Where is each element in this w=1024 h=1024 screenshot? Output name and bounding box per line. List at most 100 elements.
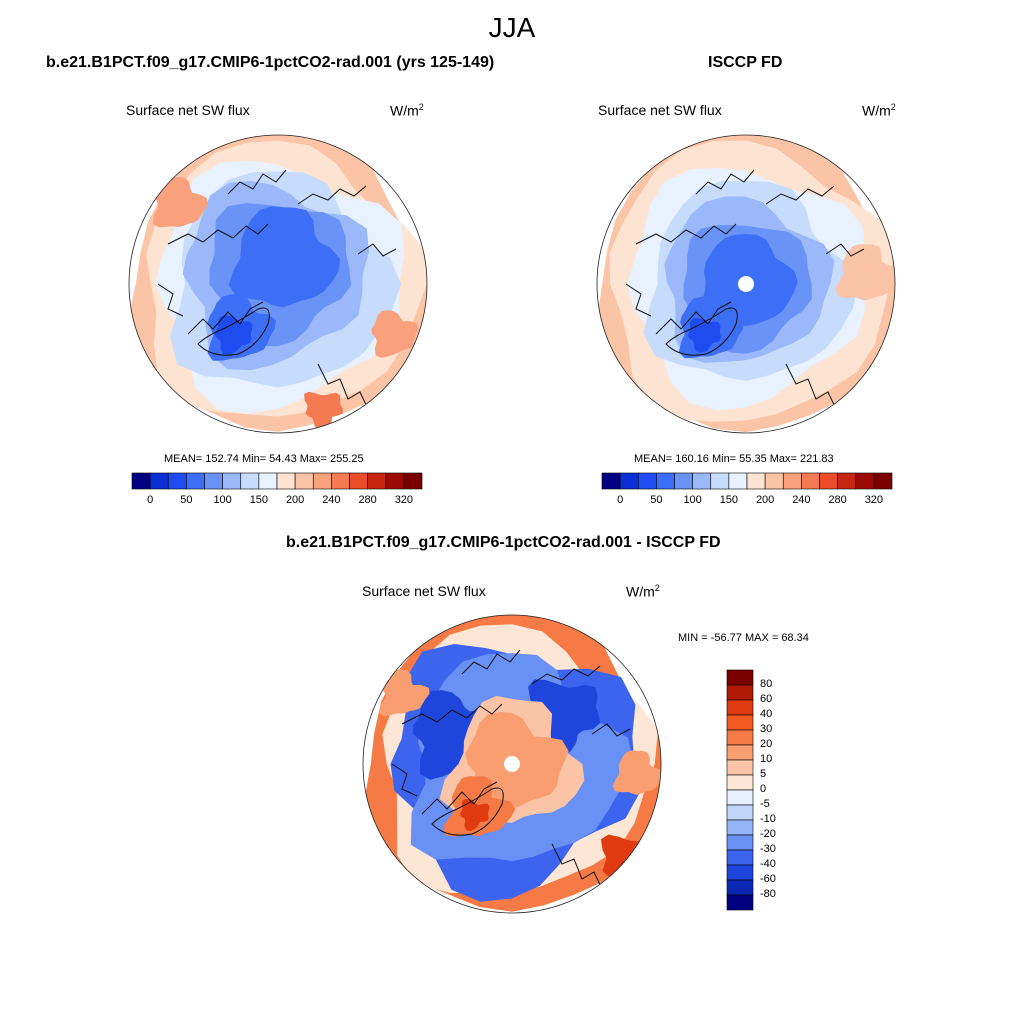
coastline — [317, 363, 369, 410]
panel3-title: b.e21.B1PCT.f09_g17.CMIP6-1pctCO2-rad.00… — [286, 534, 721, 551]
colorbar-tick-label: 30 — [760, 723, 773, 735]
colorbar-tick-label: 240 — [322, 494, 341, 506]
coastline — [197, 307, 270, 356]
colorbar-tick-label: -30 — [760, 843, 776, 855]
map-boundary — [362, 614, 662, 914]
coastline — [461, 649, 521, 675]
colorbar-tick-label: 240 — [792, 494, 811, 506]
coastline — [825, 243, 865, 257]
pole-missing-data — [504, 756, 520, 772]
map-contour-region — [228, 206, 341, 308]
panel2-variable: Surface net SW flux — [598, 102, 722, 118]
panel3-units: W/m2 — [626, 583, 660, 600]
coastline — [591, 723, 631, 737]
colorbar-swatch — [312, 472, 332, 490]
colorbar-swatch — [726, 789, 754, 806]
colorbar-swatch — [656, 472, 675, 490]
colorbar-tick-label: 280 — [358, 494, 377, 506]
map-boundary — [128, 134, 428, 434]
coastline — [665, 307, 738, 356]
map-contour-region — [601, 834, 661, 901]
colorbar-tick-label: 0 — [147, 494, 154, 506]
colorbar-swatch — [385, 472, 405, 490]
colorbar-swatch — [819, 472, 838, 490]
colorbar-swatch — [349, 472, 368, 490]
colorbar-swatch — [276, 472, 296, 490]
panel1-title: b.e21.B1PCT.f09_g17.CMIP6-1pctCO2-rad.00… — [46, 54, 495, 71]
coastline — [421, 781, 498, 815]
colorbar-swatch — [294, 472, 314, 490]
colorbar-tick-label: 0 — [617, 494, 624, 506]
map-contour-region — [378, 669, 430, 717]
coastline — [531, 665, 601, 685]
colorbar-swatch — [131, 472, 151, 490]
map-contour-region — [304, 391, 343, 432]
colorbar-tick-label: 80 — [760, 678, 773, 690]
colorbar-swatch — [674, 472, 693, 490]
panel1-map — [128, 134, 428, 434]
colorbar-tick-label: 5 — [760, 768, 767, 780]
colorbar-swatch — [726, 669, 754, 686]
colorbar-swatch — [403, 472, 423, 490]
colorbar-tick-label: 100 — [683, 494, 702, 506]
panel1-variable: Surface net SW flux — [126, 102, 250, 118]
coastline — [551, 843, 603, 890]
colorbar-swatch — [726, 714, 754, 731]
coastline — [167, 223, 269, 245]
coastline — [695, 169, 755, 195]
colorbar-tick-label: 200 — [285, 494, 305, 506]
panel1-units: W/m2 — [390, 102, 424, 119]
colorbar-tick-label: 10 — [760, 753, 773, 765]
coastline — [655, 301, 732, 335]
colorbar-swatch — [601, 472, 621, 490]
coastline — [187, 301, 264, 335]
panel1-stats: MEAN= 152.74 Min= 54.43 Max= 255.25 — [164, 453, 364, 465]
colorbar-swatch — [837, 472, 857, 490]
map-boundary — [596, 134, 896, 434]
colorbar-swatch — [726, 894, 754, 911]
coastline — [391, 763, 418, 797]
colorbar-tick-label: -40 — [760, 858, 776, 870]
map-contour-region — [459, 798, 490, 831]
colorbar-swatch — [726, 774, 754, 791]
coastline — [157, 283, 184, 317]
colorbar-tick-label: -20 — [760, 828, 776, 840]
colorbar-swatch — [367, 472, 387, 490]
panel3-colorbar — [726, 669, 754, 911]
colorbar-swatch — [692, 472, 712, 490]
colorbar-tick-label: -60 — [760, 873, 776, 885]
colorbar-tick-label: -80 — [760, 888, 776, 900]
colorbar-swatch — [710, 472, 730, 490]
colorbar-tick-label: 60 — [760, 693, 773, 705]
colorbar-tick-label: -5 — [760, 798, 770, 810]
coastline — [785, 363, 837, 410]
map-contour-region — [214, 315, 253, 355]
map-contour-region — [371, 310, 419, 358]
panel2-units: W/m2 — [862, 102, 896, 119]
colorbar-tick-label: 0 — [760, 783, 767, 795]
panel3-variable: Surface net SW flux — [362, 583, 486, 599]
colorbar-tick-label: 40 — [760, 708, 773, 720]
coastline — [401, 703, 503, 725]
colorbar-swatch — [726, 804, 754, 821]
colorbar-swatch — [726, 879, 754, 896]
coastline — [625, 283, 652, 317]
colorbar-swatch — [726, 864, 754, 881]
coastline — [635, 223, 737, 245]
map-contour-region — [612, 750, 661, 795]
coastline — [297, 185, 367, 205]
colorbar-swatch — [728, 472, 748, 490]
colorbar-swatch — [726, 729, 754, 746]
panel2-title: ISCCP FD — [708, 54, 783, 71]
colorbar-swatch — [873, 472, 893, 490]
panel1-colorbar — [131, 472, 423, 490]
colorbar-swatch — [801, 472, 820, 490]
colorbar-swatch — [619, 472, 639, 490]
colorbar-tick-label: 320 — [864, 494, 884, 506]
colorbar-swatch — [222, 472, 242, 490]
colorbar-swatch — [240, 472, 260, 490]
colorbar-tick-label: 50 — [180, 494, 193, 506]
colorbar-swatch — [726, 744, 754, 761]
colorbar-swatch — [746, 472, 766, 490]
colorbar-tick-label: 320 — [394, 494, 414, 506]
